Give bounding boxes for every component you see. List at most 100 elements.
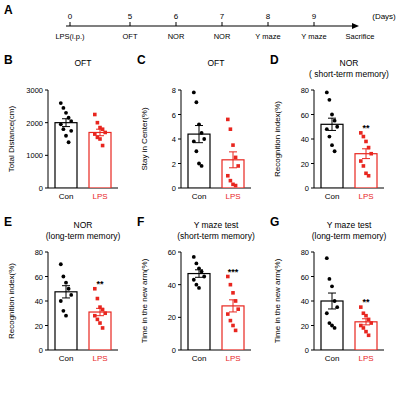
y-tick (311, 252, 314, 253)
point (364, 314, 368, 318)
point (369, 152, 373, 156)
point (229, 319, 233, 323)
point (369, 321, 373, 325)
panel-letter: E (4, 215, 12, 229)
point (62, 106, 66, 110)
y-tick-label: 40 (301, 297, 309, 306)
event-label: NOR (168, 32, 185, 41)
figure: A0LPS(i.p.)5OFT6NOR7NOR8Y maze9Y maze(Da… (0, 0, 400, 400)
point (226, 174, 230, 178)
y-tick-label: 8 (172, 86, 176, 95)
timeline-axis (66, 25, 352, 26)
y-tick (311, 188, 314, 189)
x-tick-label: Con (192, 192, 207, 201)
timeline-tick (268, 22, 269, 26)
point (231, 324, 235, 328)
point (98, 137, 102, 141)
error-bar (328, 293, 336, 309)
point (62, 127, 66, 131)
y-axis-label: Total Distance(cm) (7, 106, 16, 173)
point (236, 307, 240, 311)
bar (89, 132, 111, 188)
x-tick-label: Con (325, 192, 340, 201)
day-label: 6 (174, 12, 179, 21)
point (67, 116, 71, 120)
marks (188, 91, 244, 188)
significance: ** (96, 279, 104, 289)
point (101, 144, 105, 148)
y-tick (178, 284, 181, 285)
marks (188, 255, 244, 350)
y-tick (45, 350, 48, 351)
bar-panel: BOFTTotal Distance(cm)0100020003000ConLP… (4, 53, 118, 201)
point (103, 131, 107, 135)
day-label: 0 (68, 12, 73, 21)
point (234, 184, 238, 188)
panel-letter: B (4, 53, 13, 67)
error-bar (62, 286, 70, 298)
title: Y maze test (194, 220, 239, 230)
day-label: 7 (220, 12, 225, 21)
point (226, 118, 230, 122)
point (62, 309, 66, 313)
panel-letter: C (137, 53, 146, 67)
y-tick-label: 20 (301, 160, 309, 169)
marks (321, 91, 377, 188)
error-bar (195, 126, 203, 143)
point (202, 137, 206, 141)
timeline-tick (222, 22, 223, 26)
day-label: 5 (128, 12, 133, 21)
title: Y maze test (327, 220, 372, 230)
point (93, 113, 97, 117)
y-tick (178, 317, 181, 318)
y-tick (45, 301, 48, 302)
title: OFT (208, 58, 225, 68)
y-tick (178, 163, 181, 164)
event-label: Y maze (255, 32, 280, 41)
title: NOR (74, 220, 93, 230)
point (64, 314, 68, 318)
x-tick-label: Con (192, 354, 207, 363)
point (200, 270, 204, 274)
point (197, 122, 201, 126)
point (359, 159, 363, 163)
bar (355, 322, 377, 350)
marks (55, 262, 111, 350)
y-tick (45, 90, 48, 91)
point (367, 174, 371, 178)
bar (222, 306, 244, 350)
y-tick-label: 40 (168, 281, 176, 290)
point (101, 326, 105, 330)
y-tick-label: 0 (172, 184, 176, 193)
x-tick-label: LPS (92, 354, 107, 363)
y-tick-label: 0 (305, 346, 309, 355)
subtitle: (long-term memory) (46, 231, 121, 241)
y-tick (45, 122, 48, 123)
y-tick-label: 2 (172, 160, 176, 169)
point (195, 262, 199, 266)
y-axis-label: Recognition index(%) (273, 101, 282, 177)
point (367, 334, 371, 338)
panel-letter: D (270, 53, 279, 67)
bar-panel: COFTStay in Center(%)02468ConLPS (137, 53, 251, 201)
y-tick-label: 40 (301, 135, 309, 144)
timeline-tick (70, 22, 71, 26)
significance: ** (362, 123, 370, 133)
y-tick-label: 4 (172, 135, 176, 144)
day-label: 8 (266, 12, 271, 21)
point (62, 275, 66, 279)
y-tick-label: 80 (301, 86, 309, 95)
error-bar (328, 118, 336, 130)
subtitle: (long-term memory) (312, 231, 387, 241)
y-tick-label: 80 (35, 248, 43, 257)
y-tick-label: 0 (172, 346, 176, 355)
point (330, 143, 334, 147)
point (96, 297, 100, 301)
point (93, 314, 97, 318)
y-tick-label: 20 (301, 322, 309, 331)
timeline-tick (130, 22, 131, 26)
point (197, 286, 201, 290)
point (236, 164, 240, 168)
point (59, 101, 63, 105)
point (101, 308, 105, 312)
